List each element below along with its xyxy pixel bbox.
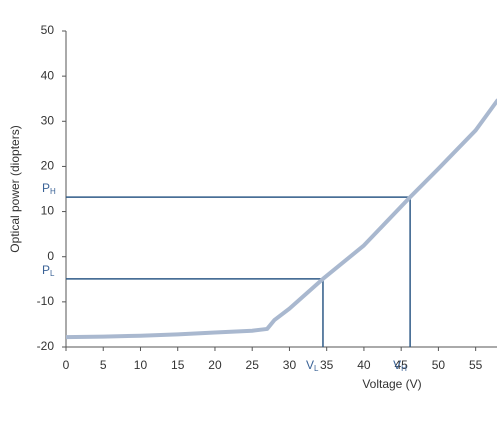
power-symbol: P (42, 181, 50, 195)
x-tick-label: 45 (394, 358, 408, 372)
power-subscript: H (50, 187, 56, 196)
power-label: PL (42, 263, 55, 278)
x-axis-title: Voltage (V) (362, 377, 421, 391)
y-tick-label: -20 (37, 339, 55, 353)
y-tick-label: 10 (41, 204, 55, 218)
y-axis-title: Optical power (diopters) (8, 125, 22, 252)
voltage-label: VL (306, 358, 319, 373)
x-tick-label: 55 (469, 358, 483, 372)
x-tick-label: 50 (432, 358, 446, 372)
voltage-symbol: V (306, 358, 314, 372)
x-tick-label: 10 (134, 358, 148, 372)
x-tick-label: 5 (100, 358, 107, 372)
y-tick-label: 30 (41, 113, 55, 127)
voltage-subscript: H (401, 364, 407, 373)
y-tick-label: 20 (41, 159, 55, 173)
x-tick-label: 0 (63, 358, 70, 372)
y-tick-label: 40 (41, 68, 55, 82)
voltage-label: VH (393, 358, 407, 373)
x-tick-label: 25 (246, 358, 260, 372)
power-symbol: P (42, 263, 50, 277)
power-label: PH (42, 181, 56, 196)
voltage-subscript: L (314, 364, 319, 373)
power-subscript: L (50, 269, 55, 278)
x-tick-label: 15 (171, 358, 185, 372)
x-tick-label: 30 (283, 358, 297, 372)
y-tick-label: 50 (41, 23, 55, 37)
curve-line (65, 98, 497, 340)
voltage-symbol: V (393, 358, 401, 372)
y-tick-label: 0 (47, 249, 54, 263)
x-tick-label: 20 (208, 358, 222, 372)
x-tick-label: 40 (357, 358, 371, 372)
x-tick-label: 35 (320, 358, 334, 372)
y-tick-label: -10 (37, 294, 55, 308)
